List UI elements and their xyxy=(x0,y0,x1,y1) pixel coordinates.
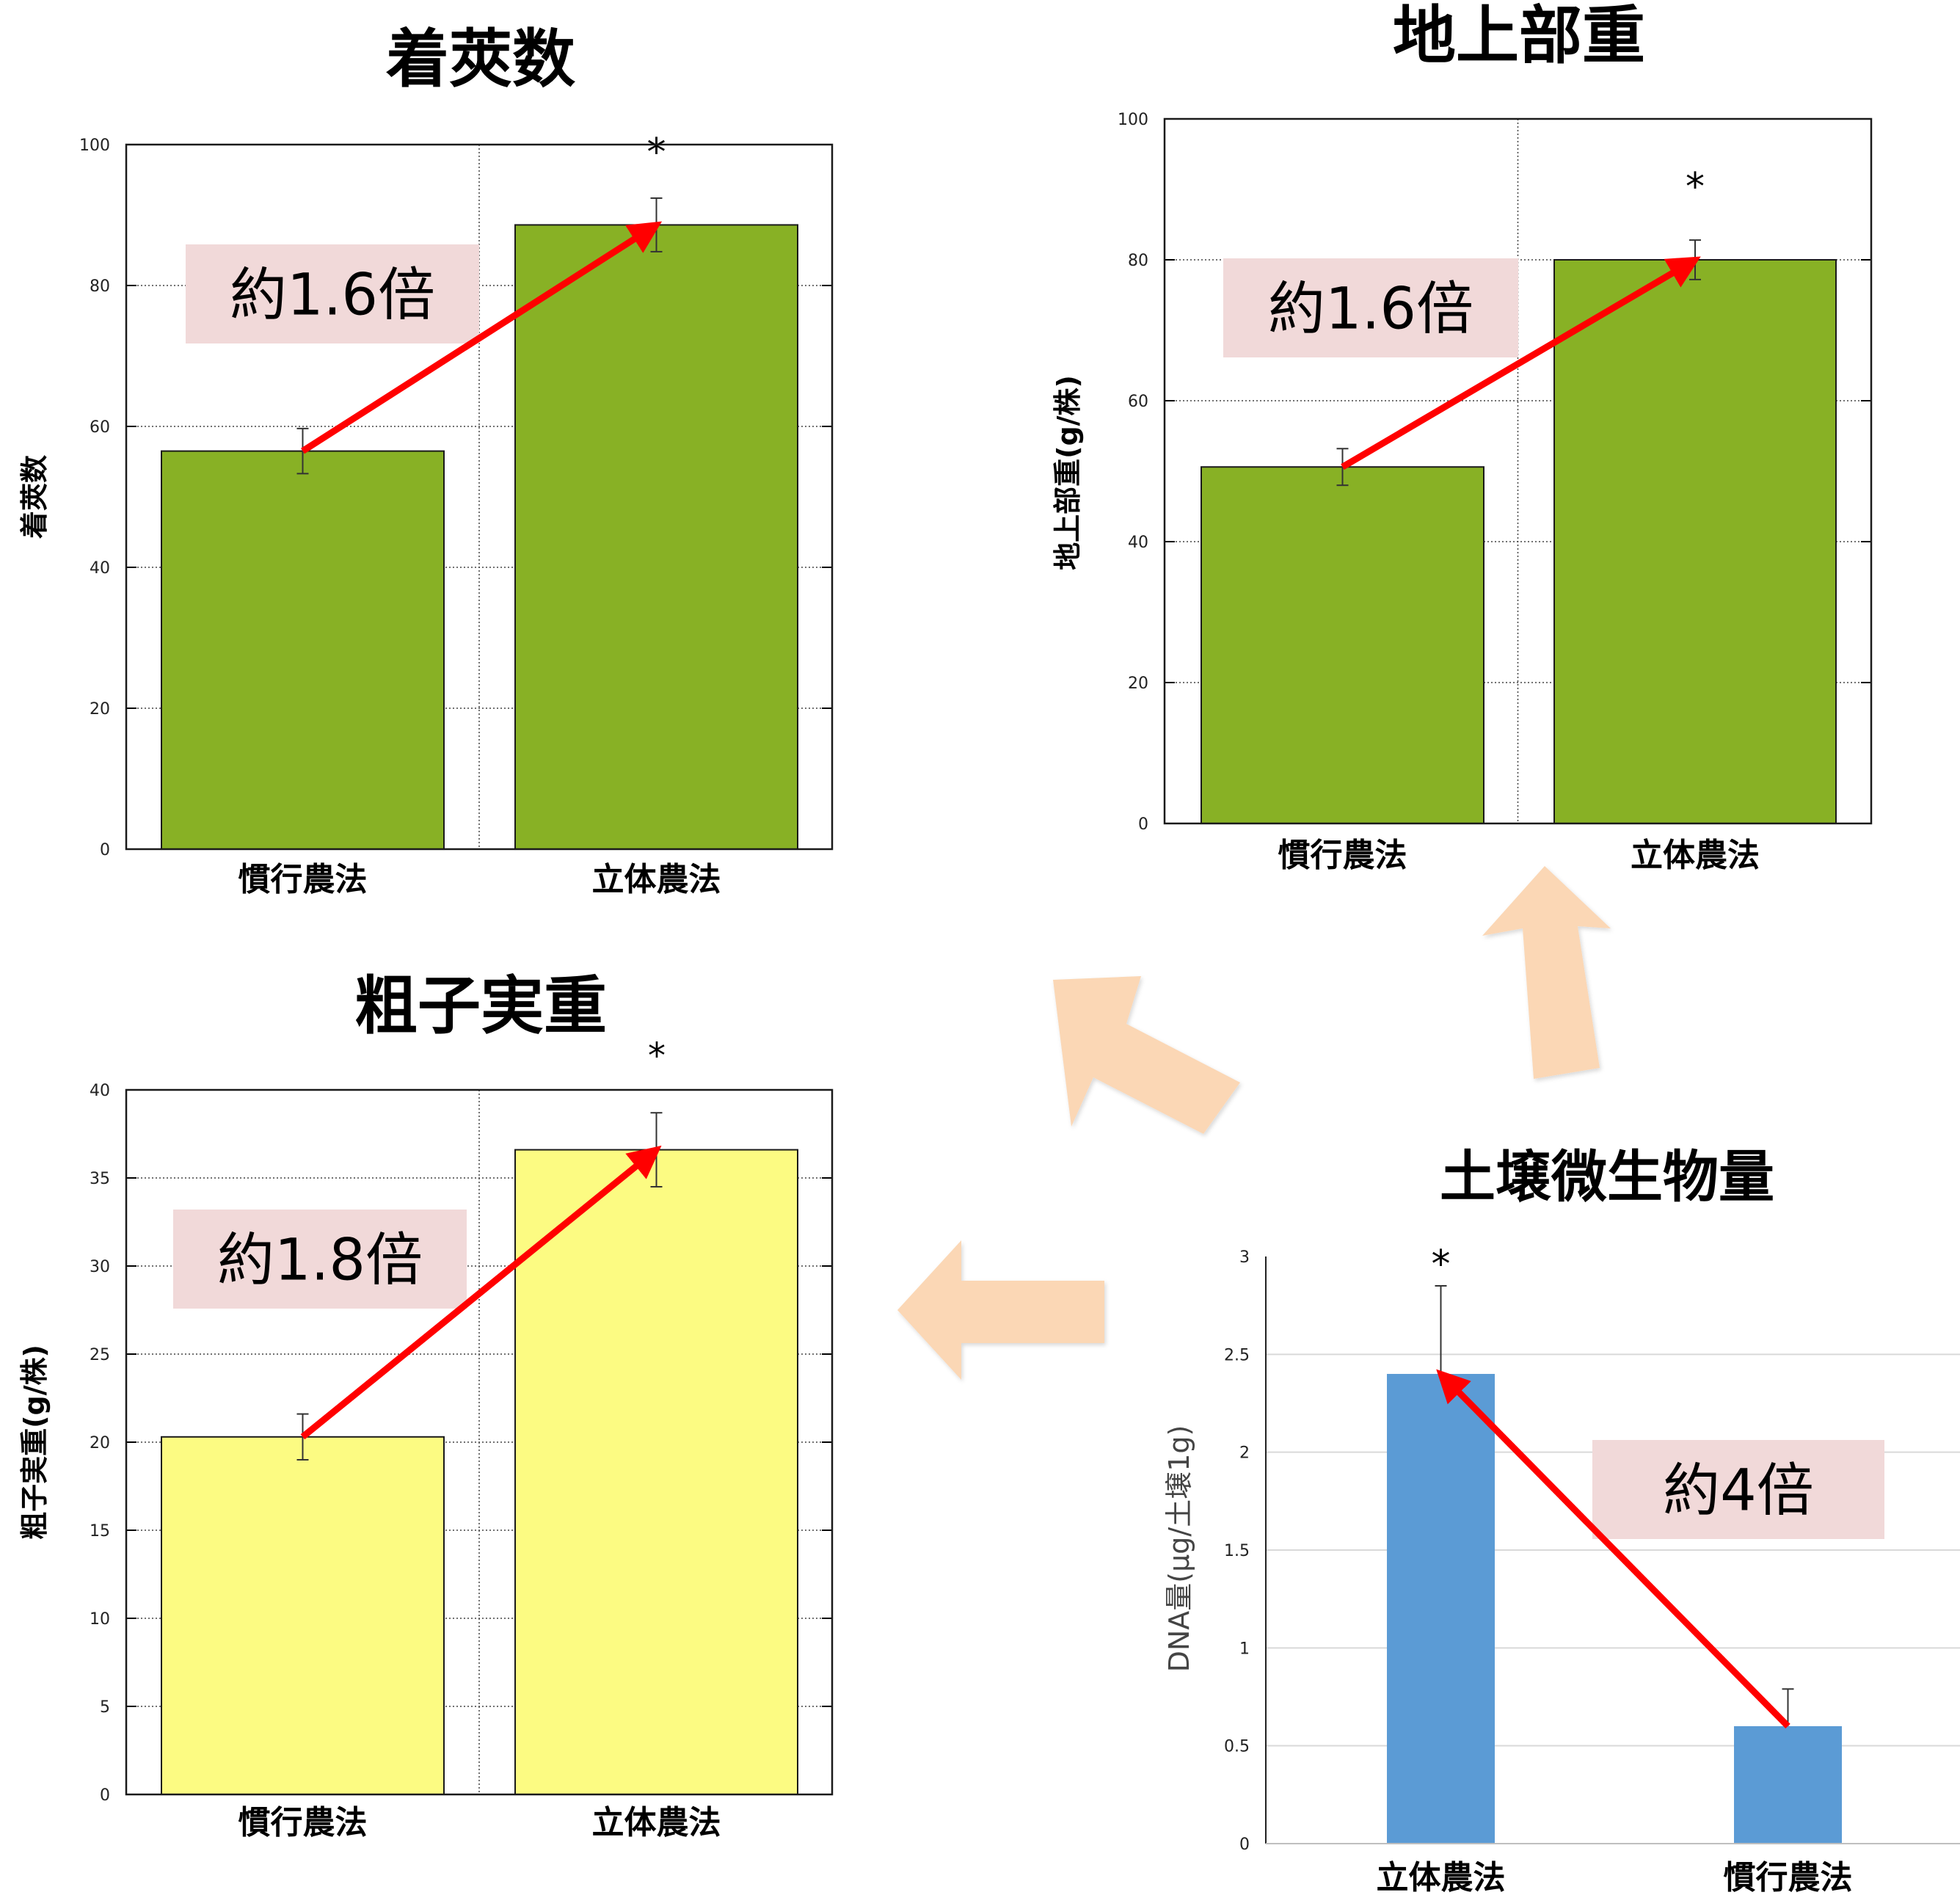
y-tick-label: 80 xyxy=(1128,252,1148,270)
y-tick-label: 0 xyxy=(1239,1836,1250,1854)
x-category-label: 立体農法 xyxy=(592,1804,721,1841)
y-tick-label: 2.5 xyxy=(1224,1346,1250,1364)
significance-star: * xyxy=(1686,165,1705,209)
significance-star: * xyxy=(1432,1243,1451,1287)
x-category-label: 慣行農法 xyxy=(1278,837,1407,874)
ratio-label: 約1.8倍 xyxy=(217,1228,423,1294)
bar-1 xyxy=(515,225,798,849)
y-tick-label: 20 xyxy=(1128,674,1148,693)
y-tick-label: 40 xyxy=(90,1082,110,1100)
chart-microbe: 土壌微生物量 0 0.5 1 1.5 2 2.5 3 * 立体農法 慣行農法 DNA量(μg/土壌1g… xyxy=(1163,1144,1960,1895)
ratio-label: 約1.6倍 xyxy=(230,263,435,329)
y-axis-label: DNA量(μg/土壌1g) xyxy=(1163,1425,1195,1673)
y-tick-label: 10 xyxy=(90,1610,110,1629)
y-tick-label: 1 xyxy=(1239,1640,1250,1658)
y-tick-label: 80 xyxy=(90,277,110,296)
title-significance-mark: * xyxy=(648,1036,666,1077)
y-tick-label: 0.5 xyxy=(1224,1738,1250,1756)
ratio-label: 約4倍 xyxy=(1663,1458,1814,1524)
y-tick-label: 60 xyxy=(90,418,110,437)
y-tick-label: 15 xyxy=(90,1522,110,1541)
x-category-label: 立体農法 xyxy=(592,861,721,898)
x-category-label: 慣行農法 xyxy=(238,1804,368,1841)
y-tick-label: 3 xyxy=(1239,1248,1250,1267)
y-tick-label: 20 xyxy=(90,1434,110,1452)
bar-0 xyxy=(161,451,444,849)
y-tick-label: 60 xyxy=(1128,393,1148,411)
chart-shoot: 地上部重 0 20 40 60 80 100 * 慣行農法 立体農法 地上部重(g/株) 約1.6倍 xyxy=(1052,0,1871,874)
chart-title: 土壌微生物量 xyxy=(1440,1144,1774,1210)
flow-arrow-to-shoot-icon xyxy=(1482,866,1611,1079)
y-tick-label: 2 xyxy=(1239,1444,1250,1463)
x-category-label: 立体農法 xyxy=(1631,837,1760,874)
y-axis-label: 着莢数 xyxy=(18,455,51,539)
y-tick-label: 0 xyxy=(100,841,110,859)
chart-seed: 粗子実重 * 0 5 10 15 20 25 30 35 40 慣行農法 立体農法 粗子実重(g/株) 約1… xyxy=(18,970,832,1841)
bar-0 xyxy=(161,1437,444,1794)
chart-title: 粗子実重 xyxy=(354,970,607,1043)
y-tick-label: 100 xyxy=(1118,111,1148,129)
flow-arrow-to-seed-icon xyxy=(897,1240,1104,1380)
x-category-label: 慣行農法 xyxy=(1724,1859,1853,1895)
significance-star: * xyxy=(647,131,666,175)
y-axis-label: 地上部重(g/株) xyxy=(1052,375,1084,570)
bar-1 xyxy=(1734,1726,1842,1844)
bar-0 xyxy=(1387,1374,1495,1844)
flow-arrows xyxy=(897,866,1611,1380)
y-axis-label: 粗子実重(g/株) xyxy=(18,1345,51,1540)
y-tick-label: 25 xyxy=(90,1346,110,1364)
bar-1 xyxy=(1554,260,1836,823)
y-tick-label: 0 xyxy=(1138,815,1148,834)
y-tick-label: 30 xyxy=(90,1258,110,1276)
y-tick-label: 0 xyxy=(100,1786,110,1805)
flow-arrow-to-pods-icon xyxy=(1053,976,1240,1134)
y-tick-label: 40 xyxy=(1128,534,1148,552)
y-tick-label: 100 xyxy=(79,137,110,155)
x-category-label: 立体農法 xyxy=(1377,1859,1506,1895)
y-tick-label: 35 xyxy=(90,1170,110,1188)
y-tick-label: 1.5 xyxy=(1224,1542,1250,1560)
y-tick-label: 5 xyxy=(100,1698,110,1717)
ratio-label: 約1.6倍 xyxy=(1268,277,1473,343)
chart-title: 地上部重 xyxy=(1393,0,1645,73)
y-tick-label: 40 xyxy=(90,559,110,578)
bar-1 xyxy=(515,1150,798,1794)
x-category-label: 慣行農法 xyxy=(238,861,368,898)
chart-title: 着莢数 xyxy=(385,23,575,96)
bar-0 xyxy=(1201,467,1484,823)
y-tick-label: 20 xyxy=(90,700,110,719)
